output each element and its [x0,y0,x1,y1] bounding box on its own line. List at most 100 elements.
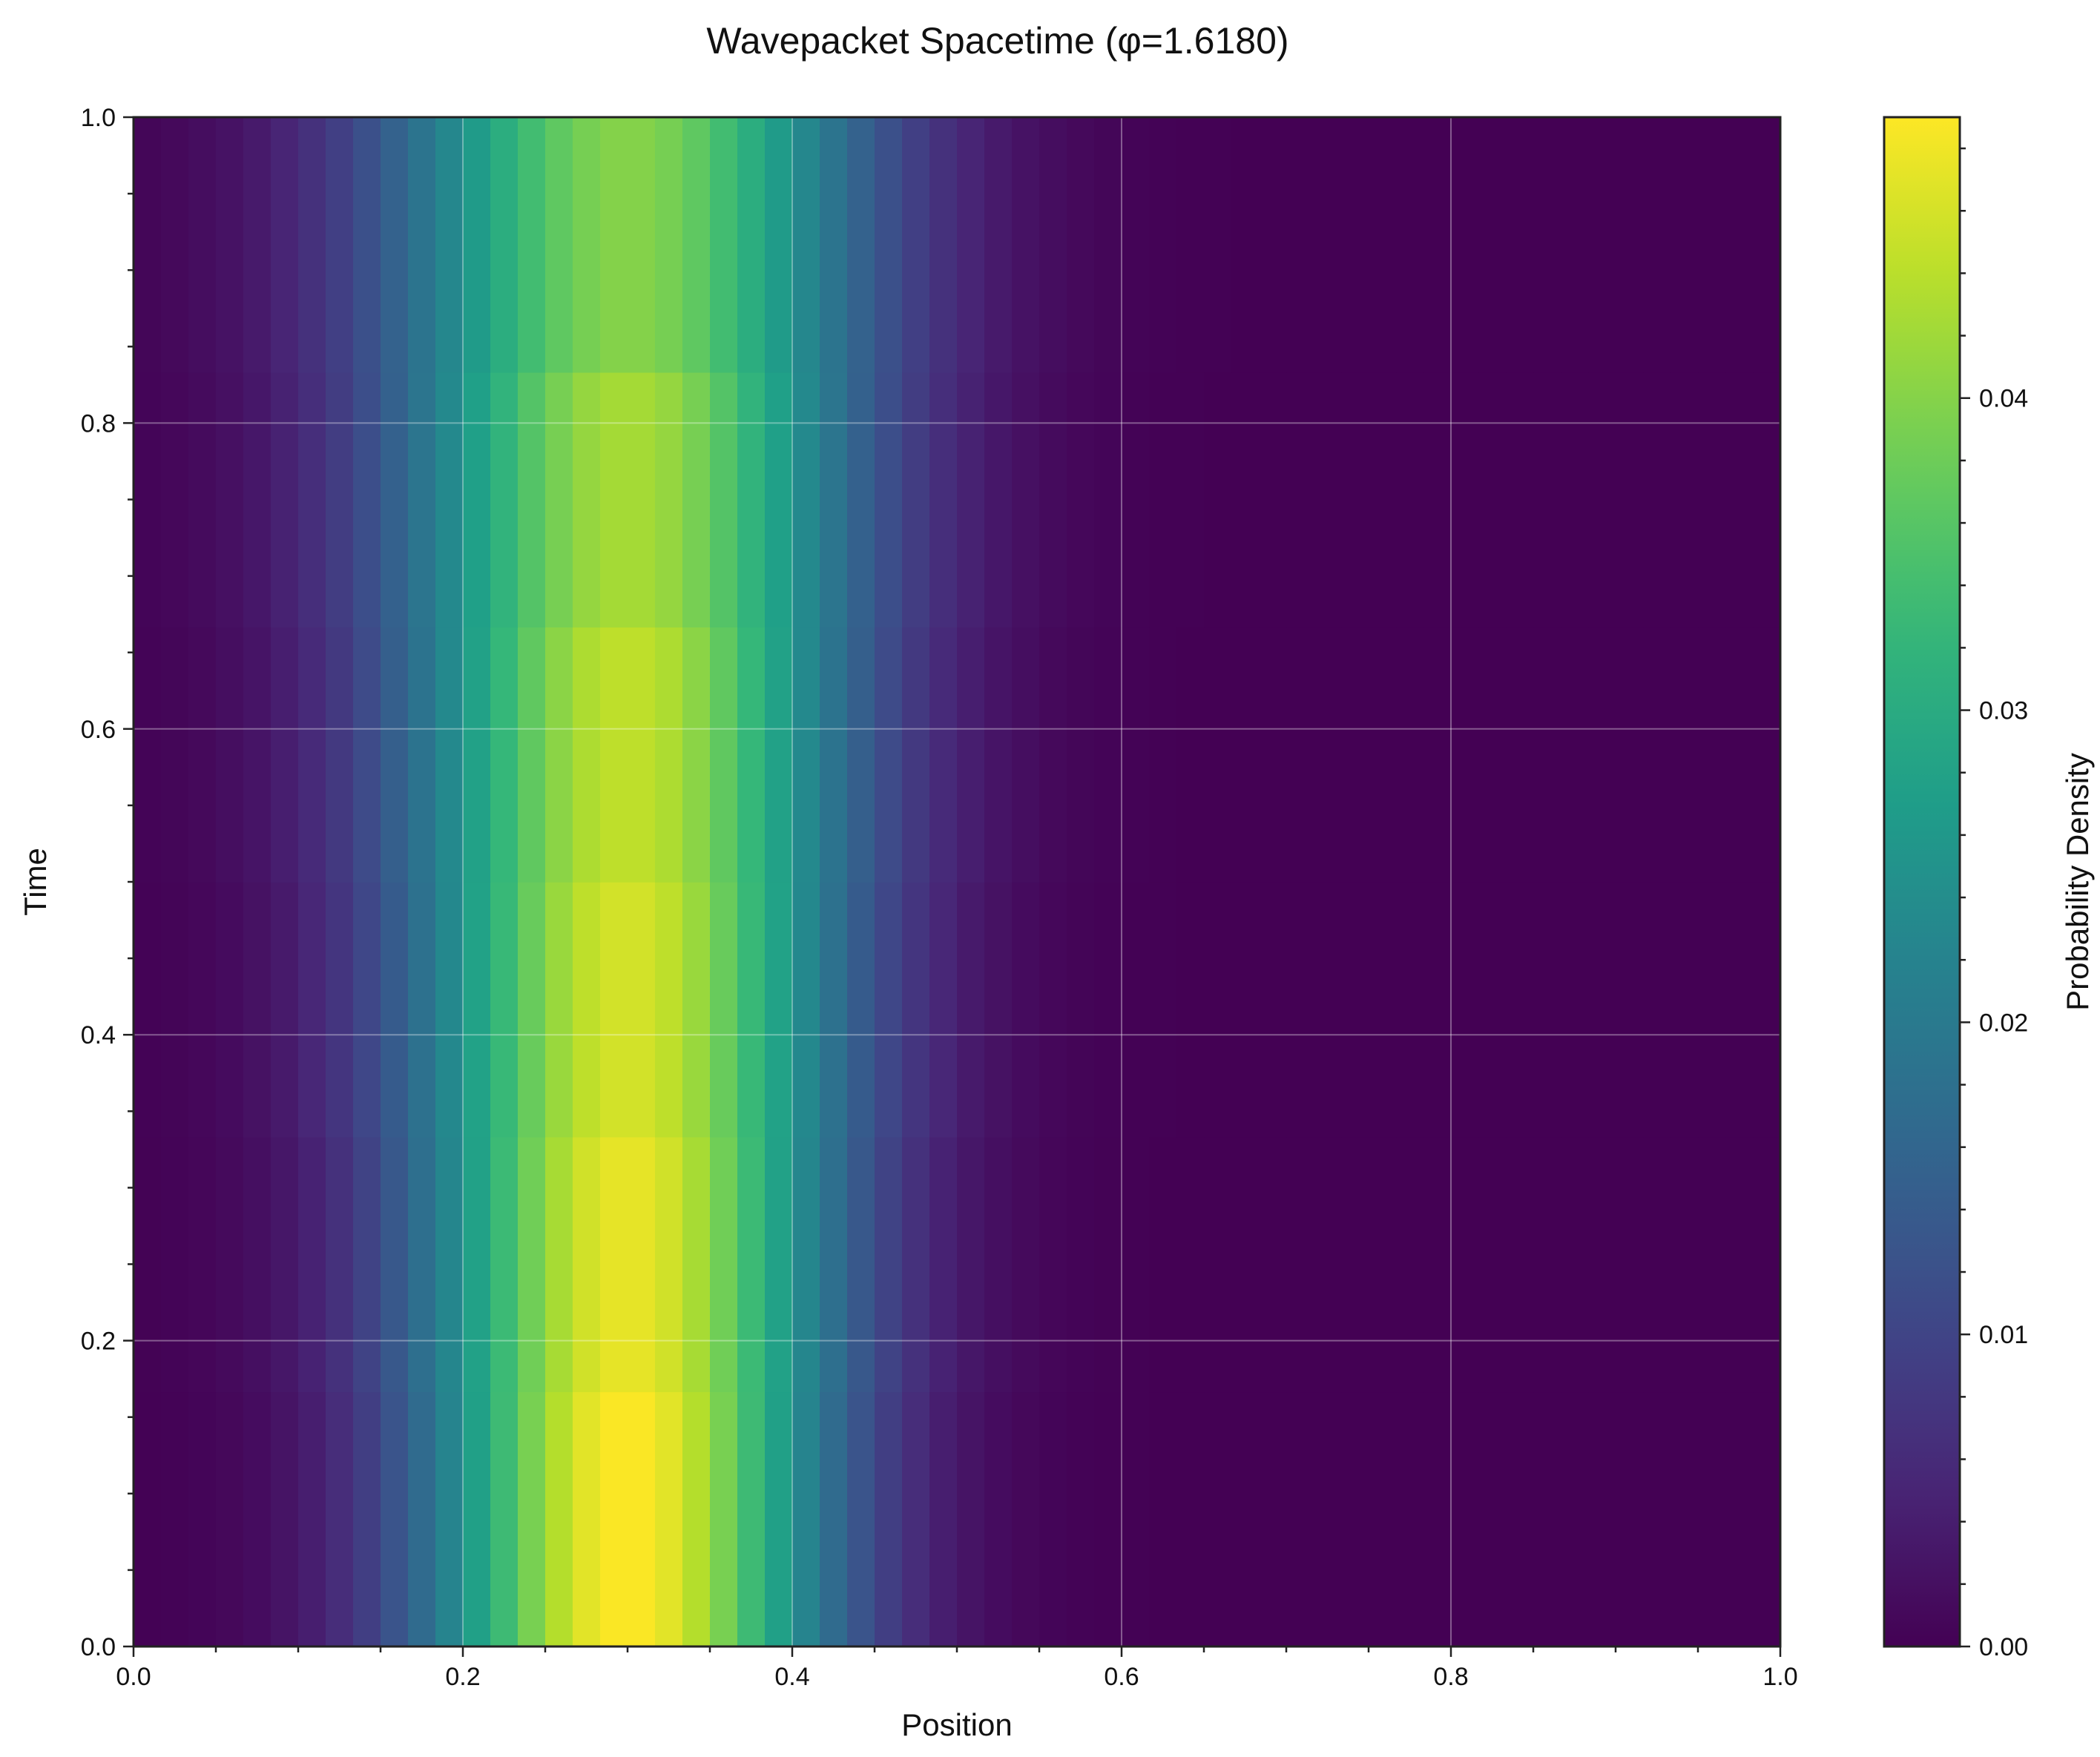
heatmap-cell [792,372,820,628]
heatmap-cell [1588,882,1616,1138]
heatmap-cell [1259,372,1287,628]
heatmap-cell [1506,627,1534,883]
colorbar-tick-label: 0.03 [1979,697,2028,725]
x-tick-label: 0.8 [1433,1663,1468,1691]
heatmap-cell [1588,1136,1616,1393]
heatmap-cell [710,627,738,883]
heatmap-cell [1616,372,1644,628]
heatmap-cell [984,1136,1013,1393]
heatmap-cell [1423,117,1452,373]
heatmap-cell [1314,882,1342,1138]
heatmap-cell [847,882,875,1138]
heatmap-cell [216,117,244,373]
heatmap-cell [271,372,299,628]
heatmap-cell [1176,372,1205,628]
heatmap-cell [1067,1391,1095,1647]
heatmap-cell [1259,1136,1287,1393]
heatmap-cell [1369,117,1397,373]
heatmap-cell [326,882,354,1138]
plot-area: 0.0 0.2 0.4 0.6 0.8 1.0 0.0 0.2 0.4 0.6 0.8 1.0 [81,104,1798,1691]
heatmap-cell [463,117,491,373]
heatmap-cell [1067,372,1095,628]
heatmap-cell [1671,117,1699,373]
heatmap-cell [216,372,244,628]
y-tick-label: 0.2 [81,1328,116,1356]
heatmap-cell [847,627,875,883]
heatmap-cell [243,117,271,373]
heatmap-cell [1753,1391,1781,1647]
heatmap-cell [628,372,656,628]
heatmap-cell [1314,372,1342,628]
heatmap-cell [1616,882,1644,1138]
heatmap-cell [298,627,326,883]
heatmap-cell [1204,882,1232,1138]
heatmap-cell [134,1136,162,1393]
heatmap-cell [1259,117,1287,373]
y-tick-label: 1.0 [81,104,116,132]
heatmap-cell [1176,1136,1205,1393]
heatmap-cell [737,882,766,1138]
heatmap-cell [1506,882,1534,1138]
heatmap-cell [1698,1136,1726,1393]
heatmap-cell [984,627,1013,883]
colorbar-tick-label: 0.00 [1979,1633,2028,1661]
heatmap-cell [1094,117,1122,373]
heatmap-cell [1753,372,1781,628]
heatmap-cell [1478,117,1507,373]
heatmap-cell [1369,627,1397,883]
heatmap-cell [1067,1136,1095,1393]
heatmap-cell [353,372,381,628]
heatmap-cell [710,1136,738,1393]
heatmap-cell [984,117,1013,373]
heatmap-cell [1478,372,1507,628]
heatmap-cell [188,1136,217,1393]
heatmap-cell [490,117,519,373]
heatmap-cell [545,882,573,1138]
y-axis: 0.0 0.2 0.4 0.6 0.8 1.0 [81,104,134,1661]
heatmap-cell [1122,1136,1150,1393]
heatmap-cell [765,627,793,883]
heatmap-cell [1341,117,1369,373]
heatmap-cell [655,372,683,628]
heatmap-cell [957,117,985,373]
heatmap-cell [1451,1136,1479,1393]
heatmap-cell [573,882,601,1138]
heatmap-cell [271,1391,299,1647]
heatmap-cell [326,1391,354,1647]
heatmap-cell [1616,627,1644,883]
heatmap-cell [875,117,903,373]
heatmap-cell [490,1136,519,1393]
x-tick-label: 0.0 [116,1663,151,1691]
heatmap-cell [1423,882,1452,1138]
heatmap-cell [984,1391,1013,1647]
x-axis-label: Position [901,1707,1012,1742]
heatmap-cell [1204,117,1232,373]
heatmap-cell [326,1136,354,1393]
heatmap-cell [353,1391,381,1647]
heatmap-cell [820,1391,848,1647]
heatmap-cell [1725,1391,1754,1647]
heatmap-cell [682,372,711,628]
heatmap-cell [765,117,793,373]
heatmap-cell [1643,1391,1671,1647]
heatmap-cell [408,372,436,628]
heatmap-cell [216,1391,244,1647]
heatmap-cell [792,1136,820,1393]
heatmap-cell [1561,1136,1589,1393]
heatmap-cell [1259,882,1287,1138]
heatmap-cell [682,1136,711,1393]
heatmap-cell [929,117,958,373]
heatmap-cell [1396,1391,1424,1647]
heatmap-cell [682,882,711,1138]
heatmap-cell [518,1136,546,1393]
heatmap-cell [765,1391,793,1647]
heatmap-cell [381,882,409,1138]
heatmap-cell [381,1391,409,1647]
heatmap-cell [216,882,244,1138]
heatmap-cell [1314,1391,1342,1647]
heatmap-cell [1094,372,1122,628]
heatmap-cell [875,882,903,1138]
heatmap-cell [1588,1391,1616,1647]
heatmap-cell [600,117,628,373]
grid-lines [134,117,1780,1646]
